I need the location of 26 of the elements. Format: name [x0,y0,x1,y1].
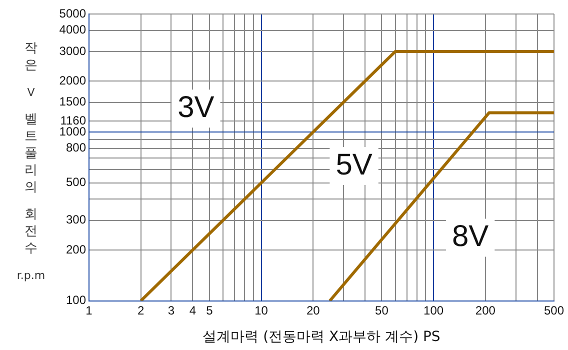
y-tick-label: 300 [66,212,86,227]
x-tick-label: 4 [189,303,196,318]
annotation: 8V [452,220,489,253]
x-tick-label: 2 [138,303,145,318]
y-tick-label: 100 [66,293,86,308]
x-tick-label: 5 [206,303,214,318]
y-tick-label: 1500 [59,94,86,109]
x-tick-label: 1 [86,303,93,318]
x-axis-title: 설계마력 (전동마력 X과부하 계수) PS [202,329,440,346]
x-tick-label: 100 [424,303,444,318]
y-tick-label: 2000 [59,73,86,88]
x-tick-label: 20 [306,303,320,318]
x-tick-label: 500 [544,303,564,318]
y-tick-label: 500 [66,175,86,190]
x-tick-label: 3 [168,303,175,318]
y-tick-label: 5000 [59,6,86,20]
y-tick-label: 200 [66,242,86,256]
annotation: 3V [178,90,214,124]
x-tick-label: 10 [254,303,268,318]
annotation: 5V [336,148,372,182]
x-tick-label: 200 [475,303,496,318]
text: 작은 V 벨트풀리의 회전수 r.p.m [16,41,46,282]
x-tick-label: 50 [375,303,389,318]
y-tick-label: 4000 [59,22,86,37]
y-tick-label: 800 [66,140,86,155]
y-tick-label: 3000 [59,44,86,58]
